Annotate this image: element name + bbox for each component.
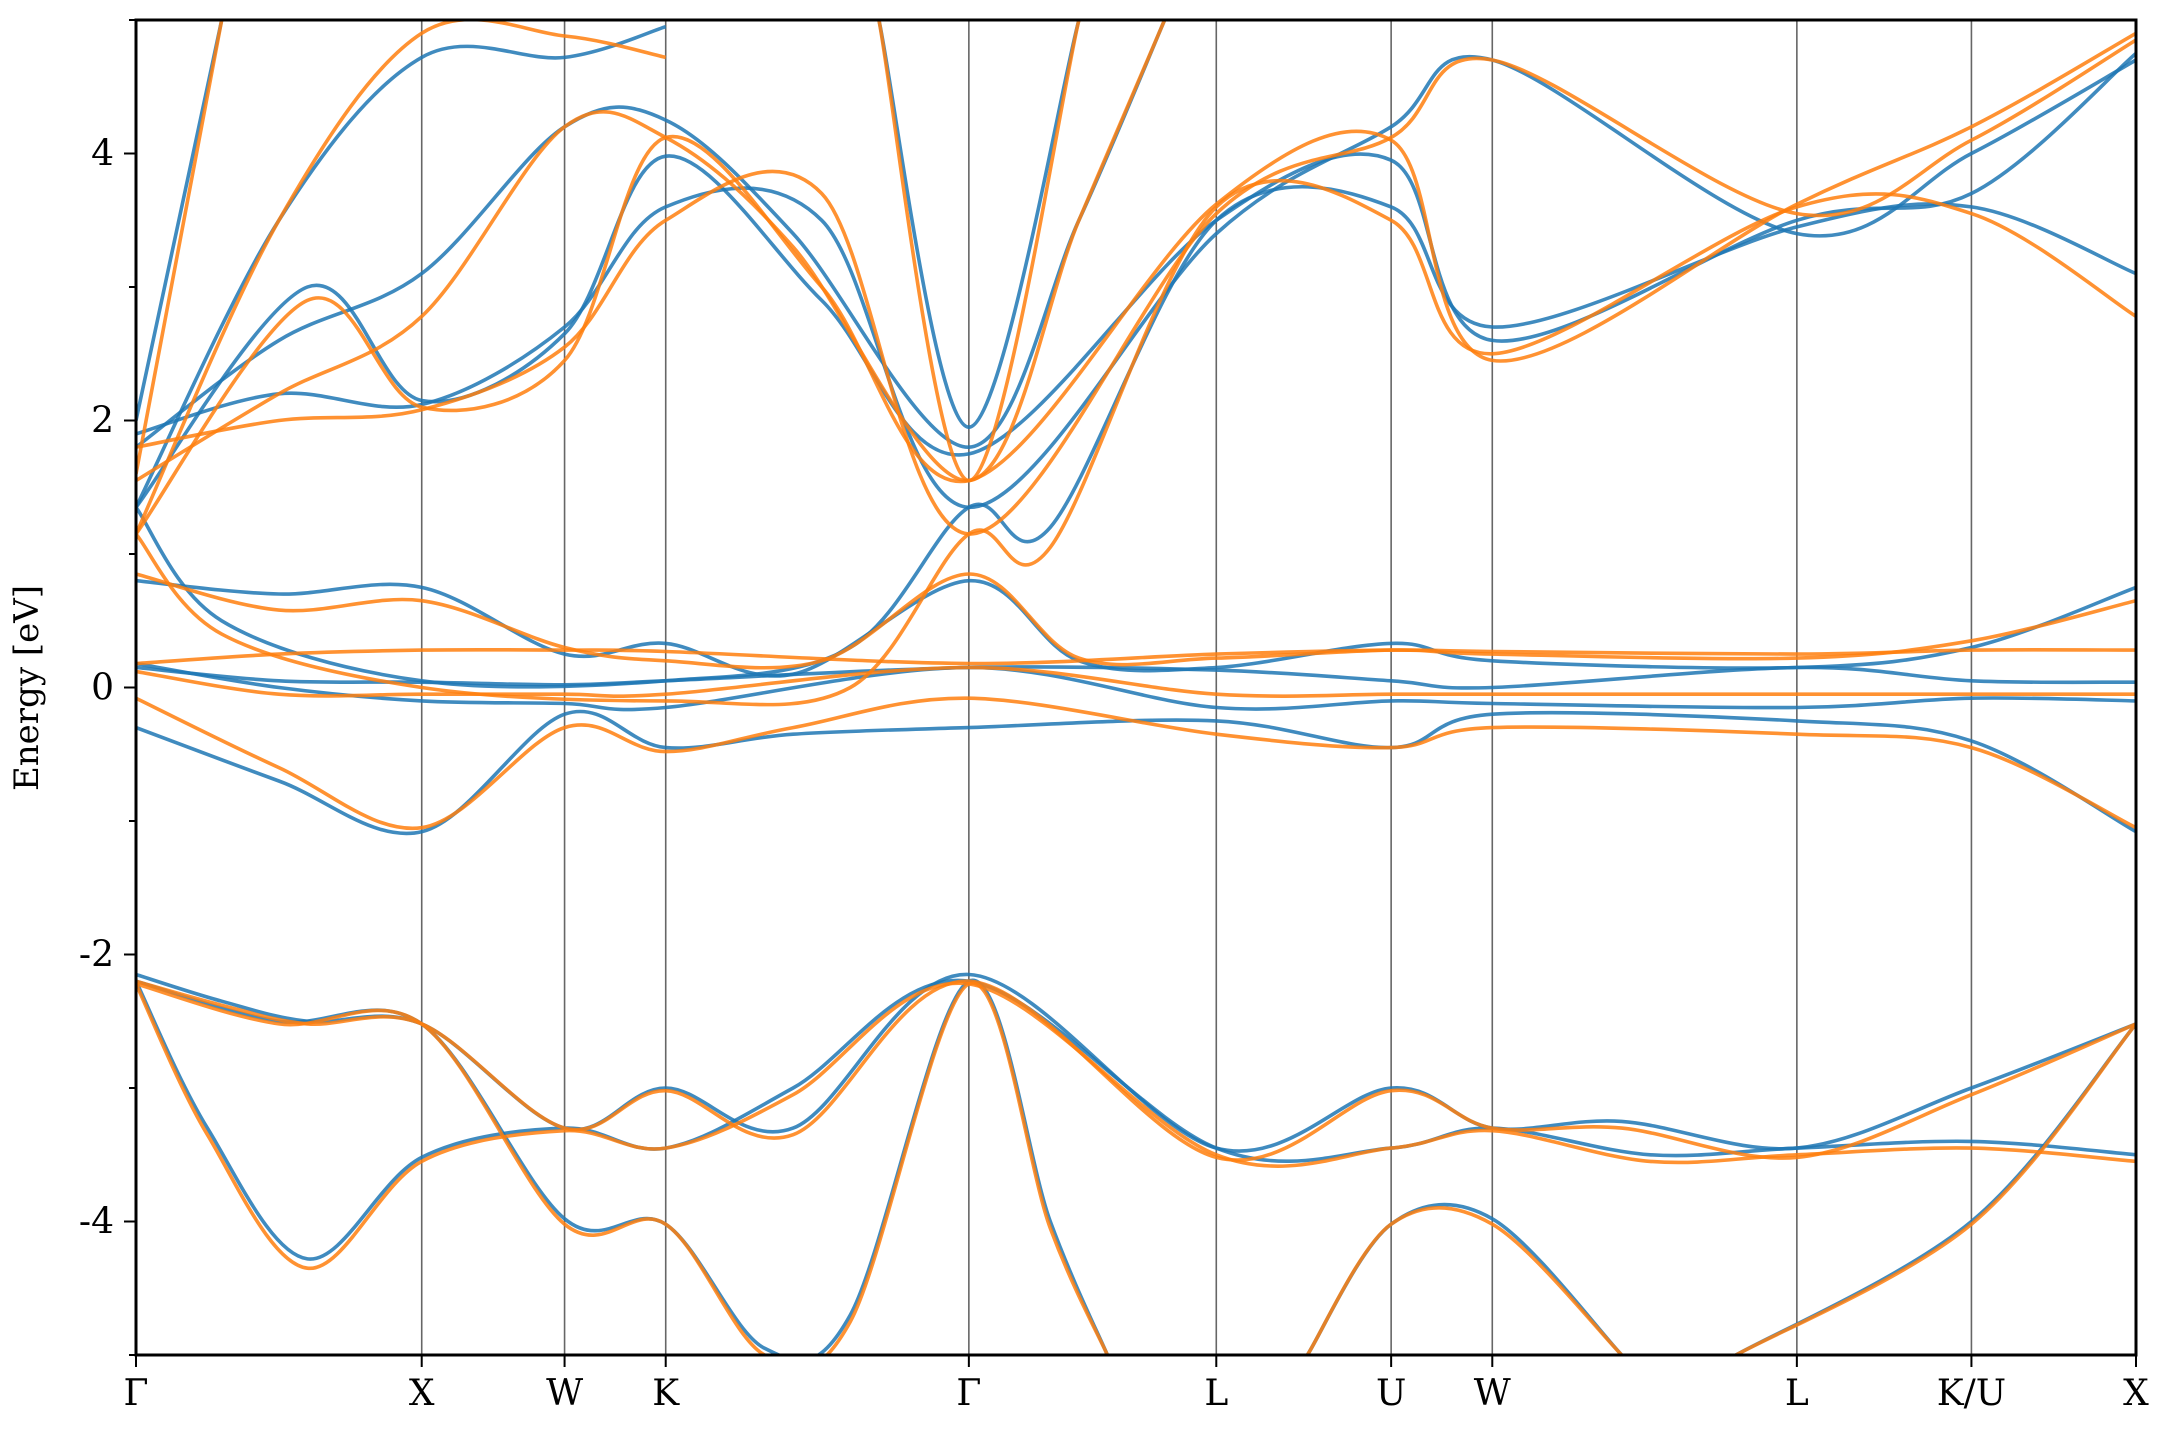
y-tick-label: 0 (91, 668, 114, 709)
band-line (877, 20, 1081, 429)
x-tick-label: X (2123, 1373, 2149, 1414)
band-line (136, 979, 2136, 1162)
y-axis-ticks: -4 -2 0 2 4 (79, 19, 136, 1356)
x-tick-label: K (652, 1373, 680, 1414)
band-line (136, 184, 2136, 689)
band-line (1735, 1022, 2136, 1355)
x-tick-label: K/U (1937, 1373, 2006, 1414)
x-tick-label: Γ (124, 1373, 149, 1414)
x-tick-label: Γ (956, 1373, 981, 1414)
band-line (136, 981, 1110, 1355)
band-line (136, 54, 2136, 510)
band-line (136, 20, 1167, 483)
high-symmetry-lines (420, 20, 1973, 1355)
band-line (136, 31, 2136, 536)
y-tick-label: 2 (91, 401, 114, 442)
x-tick-label: L (1204, 1373, 1228, 1414)
band-line (136, 24, 667, 509)
x-tick-label: L (1785, 1373, 1809, 1414)
band-line (136, 978, 2136, 1261)
band-line (136, 647, 2136, 666)
band-line (136, 52, 2136, 509)
y-axis-label: Energy [eV] (7, 585, 47, 791)
band-lines (136, 20, 2136, 1355)
x-axis-ticks: Γ X W K Γ L U W L K/U X (124, 1355, 2149, 1414)
band-line (1305, 1206, 1623, 1355)
band-line (877, 20, 1081, 483)
band-line (136, 572, 2136, 670)
band-line (136, 661, 2136, 712)
y-tick-label: -4 (79, 1202, 114, 1243)
x-tick-label: W (1474, 1373, 1511, 1414)
band-line (136, 20, 1167, 450)
y-tick-label: 4 (91, 134, 114, 175)
band-line (136, 981, 2136, 1271)
band-line (136, 665, 2136, 698)
band-line (136, 38, 2136, 536)
band-line (1305, 1202, 1624, 1355)
y-tick-label: -2 (79, 935, 114, 976)
band-line (136, 578, 2136, 678)
band-line (136, 20, 667, 535)
band-line (1735, 1022, 2136, 1355)
band-line (136, 972, 2136, 1153)
band-line (136, 709, 2136, 836)
x-tick-label: W (546, 1373, 583, 1414)
band-line (136, 978, 1110, 1355)
x-tick-label: X (409, 1373, 435, 1414)
band-series-1 (136, 20, 2136, 1355)
x-tick-label: U (1376, 1373, 1406, 1414)
band-line (136, 696, 2136, 831)
band-line (136, 20, 224, 475)
